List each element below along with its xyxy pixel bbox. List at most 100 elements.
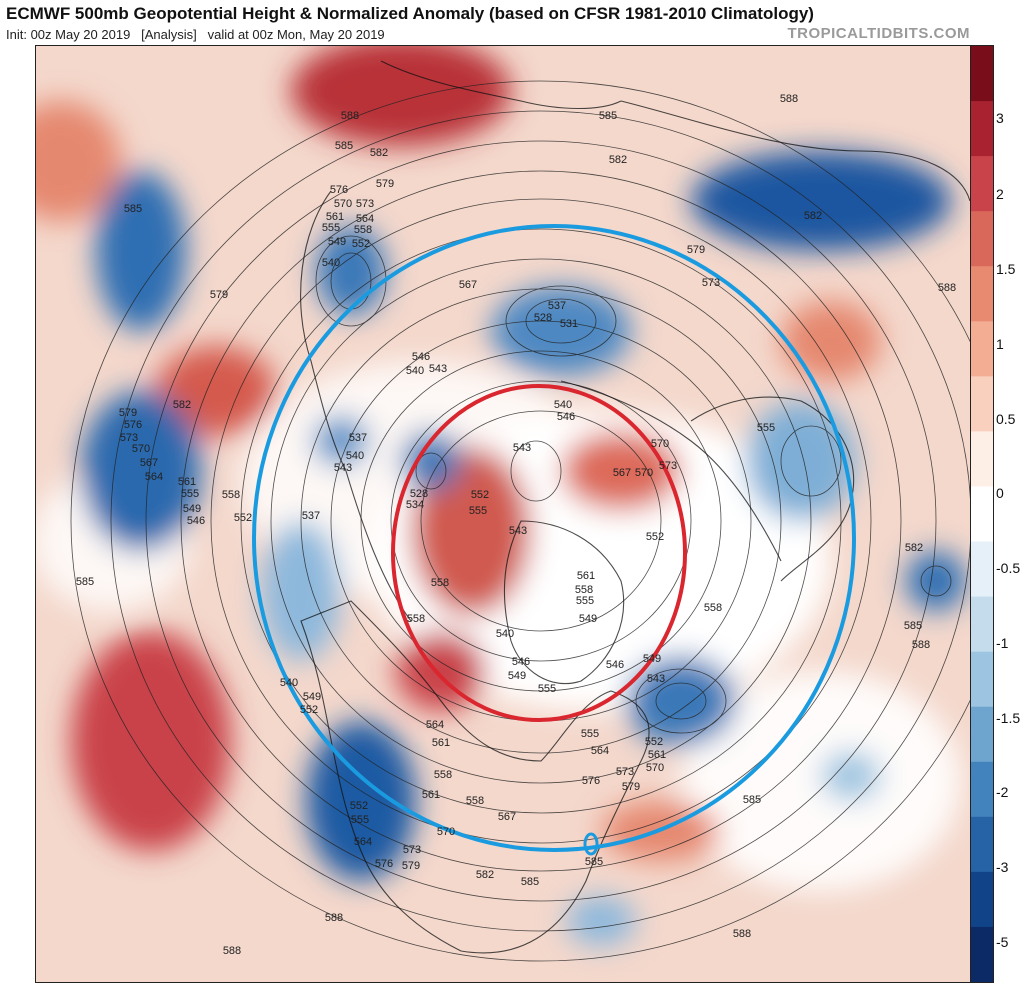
contour-label: 564 xyxy=(356,213,374,225)
contour-label: 579 xyxy=(687,244,705,256)
contour-label: 543 xyxy=(513,442,531,454)
contour-label: 561 xyxy=(178,476,196,488)
colorbar-swatch xyxy=(971,156,993,212)
contour-label: 564 xyxy=(426,719,444,731)
colorbar-swatch xyxy=(971,321,993,377)
contour-label: 588 xyxy=(325,912,343,924)
contour-label: 585 xyxy=(743,794,761,806)
contour-label: 528 xyxy=(410,488,428,500)
red-circle-annotation xyxy=(391,384,687,722)
contour-label: 555 xyxy=(538,683,556,695)
contour-label: 540 xyxy=(346,450,364,462)
contour-label: 537 xyxy=(302,510,320,522)
colorbar-swatch xyxy=(971,431,993,487)
contour-label: 537 xyxy=(349,432,367,444)
contour-label: 585 xyxy=(76,576,94,588)
contour-label: 588 xyxy=(780,93,798,105)
contour-label: 585 xyxy=(521,876,539,888)
contour-label: 531 xyxy=(560,318,578,330)
contour-label: 570 xyxy=(132,443,150,455)
contour-label: 585 xyxy=(904,620,922,632)
coastlines xyxy=(300,60,970,954)
contour-label: 549 xyxy=(303,691,321,703)
contour-label: 567 xyxy=(459,279,477,291)
contour-label: 540 xyxy=(554,399,572,411)
contour-label: 558 xyxy=(354,224,372,236)
contour-label: 558 xyxy=(222,489,240,501)
small-blue-ring-annotation xyxy=(583,832,599,856)
contour-label: 561 xyxy=(326,211,344,223)
colorbar-swatch xyxy=(971,46,993,102)
contour-label: 567 xyxy=(613,467,631,479)
contour-label: 573 xyxy=(659,460,677,472)
contour-label: 588 xyxy=(223,945,241,957)
contour-label: 573 xyxy=(403,844,421,856)
contour-label: 558 xyxy=(575,584,593,596)
chart-title: ECMWF 500mb Geopotential Height & Normal… xyxy=(6,4,814,23)
contour-label: 549 xyxy=(508,670,526,682)
contour-label: 579 xyxy=(210,289,228,301)
contour-label: 561 xyxy=(422,789,440,801)
contour-label: 582 xyxy=(476,869,494,881)
colorbar-tick-label: 0.5 xyxy=(996,411,1016,427)
contour-label: 561 xyxy=(432,737,450,749)
contour-label: 540 xyxy=(280,677,298,689)
height-contours xyxy=(70,80,970,962)
colorbar-swatch xyxy=(971,816,993,873)
brand-watermark: TROPICALTIDBITS.COM xyxy=(787,25,970,42)
contour-label: 576 xyxy=(375,858,393,870)
contour-label: 555 xyxy=(581,728,599,740)
colorbar-tick-label: -1.5 xyxy=(996,710,1021,726)
contour-label: 573 xyxy=(616,766,634,778)
contour-label: 585 xyxy=(585,856,603,868)
contour-label: 567 xyxy=(140,457,158,469)
colorbar-tick-label: -1 xyxy=(996,635,1009,651)
contour-label: 543 xyxy=(429,363,447,375)
contour-label: 552 xyxy=(645,736,663,748)
contour-label: 558 xyxy=(466,795,484,807)
colorbar-swatch xyxy=(971,486,993,543)
colorbar-swatch xyxy=(971,101,993,157)
contour-label: 585 xyxy=(335,140,353,152)
contour-label: 555 xyxy=(576,595,594,607)
contour-label: 552 xyxy=(350,800,368,812)
contour-label: 561 xyxy=(577,570,595,582)
contour-label: 546 xyxy=(512,656,530,668)
contour-label: 555 xyxy=(469,505,487,517)
colorbar-tick-label: 1 xyxy=(996,336,1004,352)
contour-label: 588 xyxy=(912,639,930,651)
contour-label: 549 xyxy=(643,653,661,665)
colorbar-swatch xyxy=(971,211,993,267)
colorbar-swatch xyxy=(971,541,993,598)
contour-label: 570 xyxy=(646,762,664,774)
contour-label: 576 xyxy=(582,775,600,787)
colorbar-swatch xyxy=(971,871,993,928)
contour-label: 552 xyxy=(471,489,489,501)
contour-label: 555 xyxy=(181,488,199,500)
contour-label: 555 xyxy=(757,422,775,434)
colorbar xyxy=(970,45,994,983)
contour-label: 573 xyxy=(356,198,374,210)
contour-label: 573 xyxy=(120,432,138,444)
colorbar-tick-label: 2 xyxy=(996,186,1004,202)
contour-label: 582 xyxy=(804,210,822,222)
colorbar-tick-label: 1.5 xyxy=(996,261,1016,277)
contour-label: 567 xyxy=(498,811,516,823)
contour-label: 573 xyxy=(702,277,720,289)
contour-label: 558 xyxy=(407,613,425,625)
contour-label: 552 xyxy=(646,531,664,543)
colorbar-swatch xyxy=(971,761,993,818)
contour-label: 570 xyxy=(651,438,669,450)
contour-label: 540 xyxy=(322,257,340,269)
contour-label: 561 xyxy=(648,749,666,761)
colorbar-tick-label: -0.5 xyxy=(996,560,1021,576)
contour-label: 555 xyxy=(322,222,340,234)
contour-label: 540 xyxy=(496,628,514,640)
chart-subtitle: Init: 00z May 20 2019 [Analysis] valid a… xyxy=(6,27,385,42)
contour-label: 585 xyxy=(599,110,617,122)
contour-label: 564 xyxy=(354,836,372,848)
colorbar-swatch xyxy=(971,926,993,982)
contour-label: 576 xyxy=(330,184,348,196)
contour-label: 558 xyxy=(434,769,452,781)
